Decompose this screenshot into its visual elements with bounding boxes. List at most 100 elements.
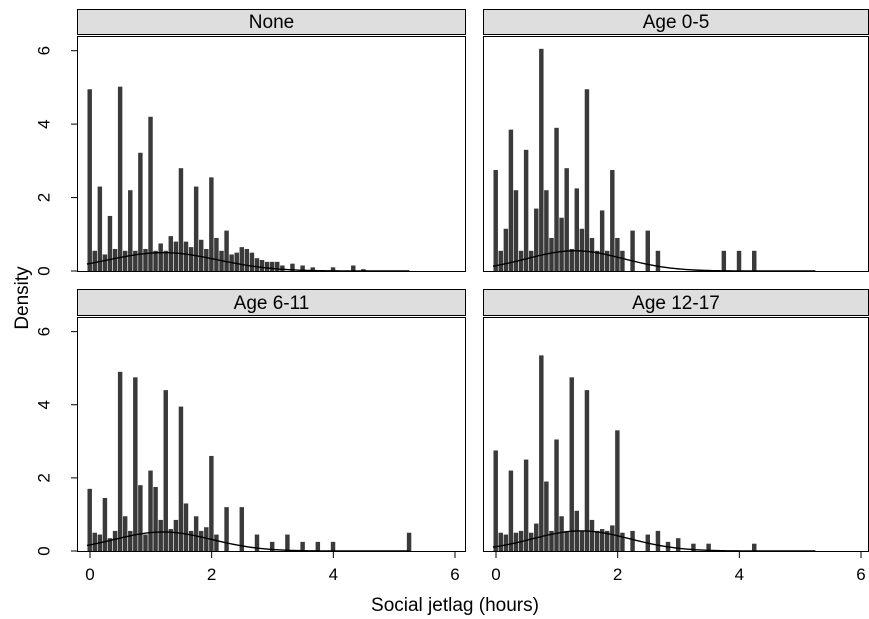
histogram-bar — [620, 532, 625, 551]
histogram-bar — [655, 530, 661, 551]
histogram-bar — [198, 530, 204, 551]
panel-title: None — [249, 12, 294, 33]
histogram-bar — [158, 243, 163, 271]
histogram-bar — [630, 530, 635, 551]
histogram-bar — [752, 543, 757, 551]
histogram-bar — [579, 228, 585, 271]
histogram-bar — [173, 519, 179, 551]
histogram-bar — [193, 186, 199, 271]
y-tick-label: 0 — [34, 266, 53, 275]
histogram-bar — [128, 190, 133, 271]
histogram-bar — [143, 534, 148, 551]
x-tick-label: 6 — [856, 565, 865, 584]
histogram-bar — [675, 538, 681, 551]
x-tick-label: 4 — [735, 565, 744, 584]
histogram-bar — [549, 530, 554, 551]
y-axis-label: Density — [12, 266, 33, 330]
histogram-bar — [204, 527, 209, 551]
histogram-bar — [300, 265, 305, 271]
histogram-bar — [691, 543, 696, 551]
histogram-bar — [183, 241, 189, 271]
histogram-bar — [148, 470, 153, 551]
histogram-bar — [503, 228, 509, 271]
panel-header — [77, 9, 466, 35]
histogram-bar — [264, 261, 270, 271]
histogram-bar — [269, 261, 275, 271]
histogram-bar — [138, 485, 143, 551]
panel-1: None 0 2 4 6 — [34, 9, 466, 276]
histogram-bar — [615, 237, 620, 271]
y-axis: 0 2 4 6 — [34, 46, 77, 276]
histogram-bar — [736, 250, 742, 271]
histogram-bar — [285, 534, 290, 551]
histogram-bar — [244, 248, 250, 271]
histogram-bar — [310, 267, 316, 271]
histogram-bar — [128, 530, 133, 551]
histogram-bar — [721, 250, 727, 271]
histogram-bar — [544, 481, 549, 551]
histogram-bar — [630, 230, 635, 271]
x-tick-label: 2 — [613, 565, 622, 584]
histogram-bar — [249, 252, 255, 271]
panel-title: Age 6-11 — [234, 293, 310, 314]
histogram-bar — [112, 248, 118, 271]
histogram-bar — [599, 210, 605, 271]
histogram-bar — [655, 250, 661, 271]
y-tick-label: 4 — [34, 119, 53, 128]
histogram-bar — [584, 390, 590, 551]
density-curve — [492, 530, 816, 552]
y-tick-label: 6 — [34, 46, 53, 55]
panel-title: Age 0-5 — [643, 12, 710, 33]
histogram-bar — [214, 534, 219, 551]
histogram-bar — [269, 541, 275, 551]
histogram-bar — [138, 152, 143, 271]
histogram-bar — [564, 530, 569, 551]
histogram-bar — [259, 259, 265, 271]
histogram-bar — [290, 263, 295, 271]
x-axis-label: Social jetlag (hours) — [371, 595, 539, 616]
histogram-bar — [361, 269, 366, 271]
histogram-bar — [198, 239, 204, 271]
histogram-bar — [534, 208, 539, 271]
histogram-bar — [163, 250, 168, 271]
histogram-bar — [239, 507, 245, 551]
x-tick-label: 4 — [329, 565, 338, 584]
density-curve — [492, 250, 816, 272]
histogram-bar — [579, 530, 585, 551]
histogram-bar — [554, 439, 559, 551]
histogram-bar — [752, 250, 757, 271]
histogram-bar — [133, 377, 138, 551]
histogram-bar — [183, 503, 189, 551]
histogram-bar — [315, 541, 321, 551]
histogram-bar — [209, 177, 214, 271]
histogram-bar — [569, 248, 574, 271]
histogram-bar — [102, 497, 108, 551]
histogram-bar — [584, 89, 590, 271]
histogram-bar — [351, 265, 356, 271]
histogram-bar — [239, 247, 245, 271]
histogram-bar — [122, 250, 128, 271]
histogram-bar — [153, 250, 158, 271]
histogram-bar — [330, 541, 336, 551]
histogram-bar — [610, 525, 615, 551]
histogram-bar — [117, 86, 123, 271]
panel-header — [483, 289, 869, 316]
histogram-bar — [97, 186, 103, 271]
histogram-bar — [604, 250, 610, 271]
x-axis: 0 2 4 6 — [85, 551, 460, 584]
histogram-bar — [549, 237, 554, 271]
panel-3: Age 6-11 0 2 4 6 0 2 4 6 — [34, 289, 466, 584]
x-tick-label: 6 — [450, 565, 459, 584]
histogram-bar — [589, 237, 595, 271]
histogram-bar — [620, 250, 625, 271]
panel-title: Age 12-17 — [632, 293, 720, 314]
histogram-bar — [153, 487, 158, 551]
histogram-bar — [188, 530, 194, 551]
histogram-bar — [559, 217, 564, 271]
histogram-bar — [513, 532, 519, 551]
y-tick-label: 4 — [34, 400, 53, 409]
bars-group — [493, 48, 757, 271]
histogram-bar — [493, 450, 498, 551]
